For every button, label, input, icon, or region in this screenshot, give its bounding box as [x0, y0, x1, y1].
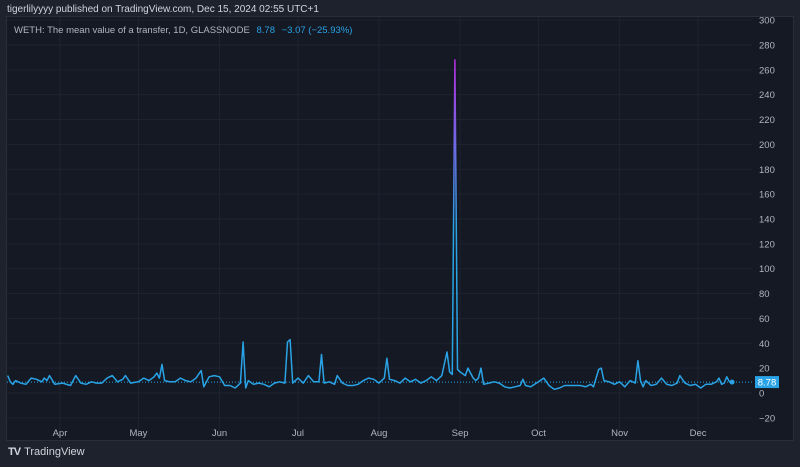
legend-change: −3.07 (−25.93%) — [281, 25, 353, 36]
tradingview-logo-icon: TV — [8, 446, 21, 458]
footer: TV TradingView — [8, 446, 85, 458]
x-tick-label: Aug — [371, 428, 388, 439]
y-tick-label: 260 — [759, 65, 775, 76]
y-tick-label: 160 — [759, 190, 775, 201]
x-tick-label: Apr — [53, 428, 68, 439]
y-tick-label: 60 — [759, 314, 770, 325]
y-tick-label: 80 — [759, 289, 770, 300]
x-tick-label: Jul — [292, 428, 304, 439]
y-tick-label: 300 — [759, 16, 775, 27]
y-tick-label: 120 — [759, 239, 775, 250]
legend-title: WETH: The mean value of a transfer, 1D, … — [14, 25, 250, 36]
legend-value: 8.78 — [256, 25, 275, 36]
y-tick-label: 180 — [759, 165, 775, 176]
chart-legend: WETH: The mean value of a transfer, 1D, … — [14, 25, 352, 36]
x-tick-label: Nov — [611, 428, 628, 439]
y-tick-label: 140 — [759, 214, 775, 225]
y-tick-label: 220 — [759, 115, 775, 126]
x-tick-label: Dec — [690, 428, 707, 439]
y-tick-label: 20 — [759, 364, 770, 375]
y-tick-label: 280 — [759, 40, 775, 51]
y-tick-label: 200 — [759, 140, 775, 151]
chart-frame — [6, 16, 794, 441]
y-tick-label: 240 — [759, 90, 775, 101]
last-value-badge-text: 8.78 — [758, 378, 777, 389]
publisher-caption: tigerlilyyyy published on TradingView.co… — [7, 4, 319, 15]
series-line — [7, 59, 733, 391]
y-tick-label: 0 — [759, 389, 764, 400]
last-value-badge — [755, 376, 779, 389]
y-tick-label: 40 — [759, 339, 770, 350]
footer-brand[interactable]: TradingView — [24, 446, 85, 458]
x-tick-label: May — [129, 428, 147, 439]
last-point-marker — [729, 379, 735, 385]
x-tick-label: Sep — [452, 428, 469, 439]
y-tick-label: −20 — [759, 413, 775, 424]
x-tick-label: Oct — [531, 428, 546, 439]
y-tick-label: 100 — [759, 264, 775, 275]
x-tick-label: Jun — [212, 428, 227, 439]
